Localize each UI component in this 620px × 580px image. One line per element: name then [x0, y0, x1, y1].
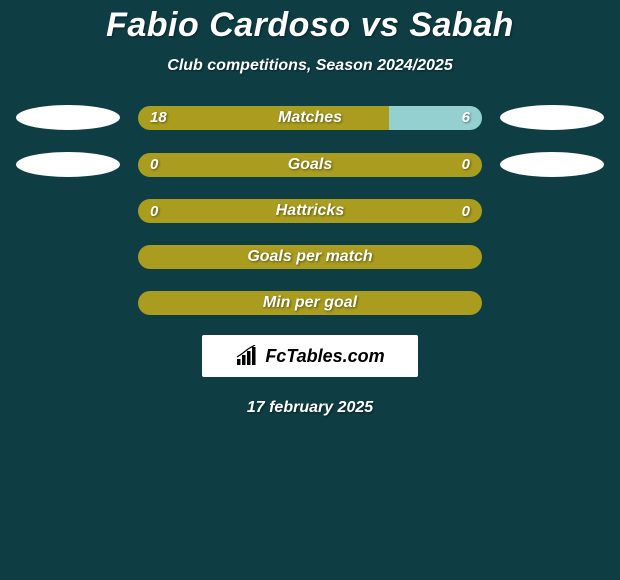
stats-area: 186Matches 00Goals 00Hattricks Goals per ma…	[0, 105, 620, 315]
stat-row: 00Goals	[0, 152, 620, 177]
stat-row: 00Hattricks	[0, 199, 620, 223]
subtitle: Club competitions, Season 2024/2025	[0, 57, 620, 75]
root: Fabio Cardoso vs Sabah Club competitions…	[0, 0, 620, 417]
bar-segment-left	[138, 199, 310, 223]
stat-row: Goals per match	[0, 245, 620, 269]
bar-segment-right	[310, 153, 482, 177]
stat-bar: 186Matches	[138, 106, 482, 130]
site-logo: FcTables.com	[202, 335, 418, 377]
pie-left	[16, 152, 120, 177]
logo-text: FcTables.com	[265, 346, 384, 367]
pie-slot-right	[500, 152, 604, 177]
logo-wrap: FcTables.com	[0, 335, 620, 377]
bar-segment-left	[138, 245, 310, 269]
bar-segment-left	[138, 106, 389, 130]
stat-bar: 00Goals	[138, 153, 482, 177]
bar-segment-left	[138, 291, 310, 315]
bar-segment-right	[310, 245, 482, 269]
stat-row: 186Matches	[0, 105, 620, 130]
bar-segment-right	[310, 199, 482, 223]
stat-bar: 00Hattricks	[138, 199, 482, 223]
stat-row: Min per goal	[0, 291, 620, 315]
bar-segment-left	[138, 153, 310, 177]
stat-bar: Min per goal	[138, 291, 482, 315]
bar-segment-right	[310, 291, 482, 315]
pie-slot-right	[500, 105, 604, 130]
pie-slot-left	[16, 152, 120, 177]
page-title: Fabio Cardoso vs Sabah	[0, 6, 620, 45]
pie-right	[500, 152, 604, 177]
pie-slot-left	[16, 105, 120, 130]
bar-segment-right	[389, 106, 482, 130]
stat-bar: Goals per match	[138, 245, 482, 269]
pie-right	[500, 105, 604, 130]
pie-left	[16, 105, 120, 130]
footer-date: 17 february 2025	[0, 399, 620, 417]
chart-icon	[235, 345, 259, 367]
